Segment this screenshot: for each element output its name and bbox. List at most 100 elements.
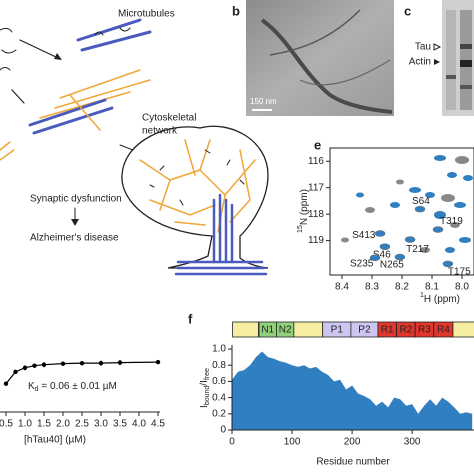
x-tick-label: 200 (344, 437, 361, 448)
domain (293, 321, 324, 338)
peak-label: S413 (352, 230, 376, 241)
peak-label: S64 (412, 196, 430, 207)
x-tick-label: 8.4 (335, 282, 349, 293)
y-tick-label: 118 (308, 209, 324, 220)
x-tick-label: 1.5 (37, 419, 51, 430)
y-tick-label: 0.6 (212, 376, 226, 387)
x-tick-label: 8.2 (395, 282, 409, 293)
annotation: Kd = 0.06 ± 0.01 µM (28, 381, 117, 394)
domain (452, 321, 474, 338)
y-axis-label: 15N (ppm) (297, 189, 309, 233)
domain-label: P1 (331, 325, 344, 336)
y-tick-label: 116 (308, 156, 324, 167)
panel-label: c (404, 3, 411, 18)
x-tick-label: 3.5 (113, 419, 127, 430)
x-axis-label-part: 1 (420, 292, 424, 299)
x-tick-label: 3.0 (94, 419, 108, 430)
peak (394, 253, 406, 261)
peak (414, 205, 426, 213)
annotation-part: d (35, 386, 39, 393)
y-tick-label: 117 (308, 182, 324, 193)
domain-label: N2 (279, 325, 292, 336)
data-point (22, 365, 28, 370)
scale-bar-label: 150 nm (250, 97, 277, 106)
peak (379, 243, 391, 250)
panel-a-drawing (0, 18, 269, 276)
data-point (32, 363, 37, 368)
panel-label: b (232, 3, 240, 18)
y-axis-label-part: 15 (297, 225, 304, 233)
y-axis-label-part: bound (204, 386, 211, 406)
peak (432, 226, 444, 233)
x-tick-label: 8.0 (455, 282, 469, 293)
data-point (41, 362, 47, 367)
x-tick-label: 4.5 (151, 419, 165, 430)
peak-label: T319 (440, 216, 463, 227)
x-tick-label: 1.0 (18, 419, 32, 430)
synaptic-label: Synaptic dysfunction (30, 194, 122, 205)
disease-label: Alzheimer's disease (30, 233, 119, 244)
x-tick-label: 0 (229, 437, 235, 448)
domain-label: N1 (261, 325, 274, 336)
domain-bar: N1 N2 P1 P2 R1 R2 R3 R4 (232, 321, 474, 338)
x-tick-label: 8.1 (425, 282, 439, 293)
microtubules-label: Microtubules (118, 9, 175, 20)
panel-label: e (314, 137, 321, 152)
panel-label: f (188, 311, 193, 326)
network-label: network (142, 126, 178, 137)
data-point (79, 360, 85, 366)
domain (232, 321, 259, 338)
peak-label: N265 (380, 260, 404, 271)
x-axis-label: [hTau40] (µM) (24, 435, 86, 446)
y-tick-label: 119 (308, 235, 324, 246)
x-axis-label: 1H (ppm) (420, 292, 460, 304)
micrograph (246, 0, 394, 116)
x-tick-label: 0.5 (0, 419, 13, 430)
x-tick-label: 4.0 (132, 419, 146, 430)
domain-label: R2 (399, 325, 412, 336)
y-tick-label: 0.8 (212, 360, 226, 371)
y-axis-label: Ibound/Ifree (199, 368, 212, 408)
peak (442, 260, 454, 268)
x-axis-label-part: H (ppm) (424, 294, 460, 305)
x-tick-label: 100 (284, 437, 301, 448)
domain-label: R3 (418, 325, 431, 336)
y-tick-label: 1.0 (212, 344, 226, 355)
peak-label: S235 (350, 258, 374, 269)
y-axis-label-part: /I (199, 380, 210, 386)
gel-label: Tau (415, 42, 431, 53)
y-axis-label-part: I (199, 405, 210, 408)
data-point (60, 361, 66, 366)
domain-label: P2 (358, 325, 371, 336)
spectrum-peaks (341, 155, 473, 253)
y-tick-label: 0 (220, 425, 226, 436)
data-point (155, 359, 161, 365)
peak-label: T217 (406, 244, 429, 255)
y-axis-label-part: free (204, 368, 211, 380)
data-point (13, 369, 18, 375)
domain-label: R4 (437, 325, 450, 336)
data-point (98, 360, 104, 366)
peak-label: T175 (448, 267, 471, 278)
x-tick-label: 2.0 (56, 419, 70, 430)
data-point (3, 381, 9, 386)
y-tick-label: 0.2 (212, 408, 226, 419)
domain-label: R1 (381, 325, 394, 336)
peak (404, 236, 416, 243)
data-point (117, 360, 123, 365)
y-axis-label-part: N (ppm) (299, 189, 310, 225)
annotation-part: = 0.06 ± 0.01 µM (39, 381, 117, 392)
network-label: Cytoskeletal (142, 113, 196, 124)
x-tick-label: 8.3 (365, 282, 379, 293)
peak-label: S46 (373, 249, 391, 260)
peak (369, 254, 381, 262)
peak (374, 230, 386, 237)
x-tick-label: 2.5 (75, 419, 89, 430)
y-tick-label: 0.4 (212, 392, 226, 403)
gel-label: Actin (409, 57, 431, 68)
x-tick-label: 300 (404, 437, 421, 448)
annotation-part: K (28, 381, 35, 392)
gel (433, 0, 474, 116)
x-axis-label: Residue number (316, 457, 390, 468)
